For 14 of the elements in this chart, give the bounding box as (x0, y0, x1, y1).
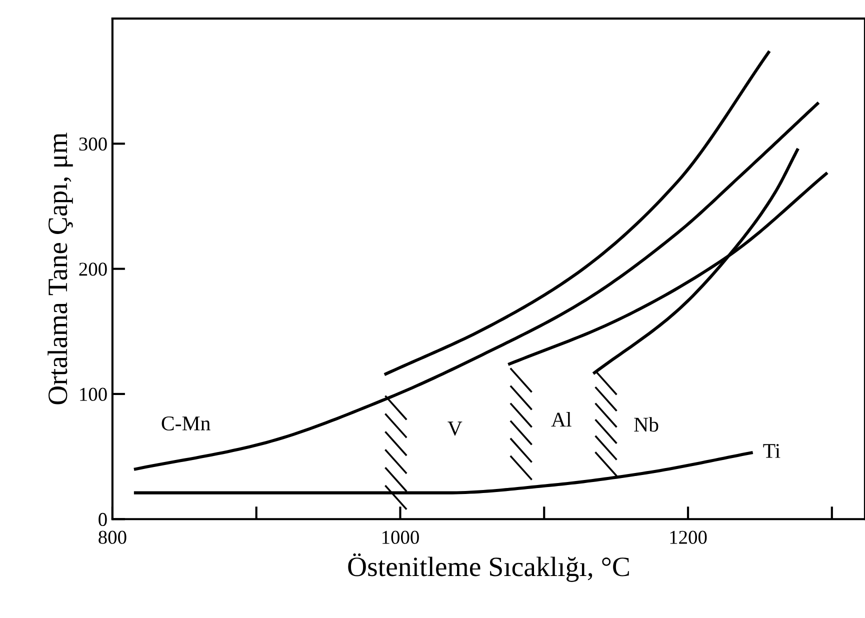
y-tick-label: 0 (98, 512, 107, 526)
annotation: C-Mn (162, 416, 210, 430)
annotation: V (448, 422, 462, 436)
annotation: Nb (634, 417, 658, 432)
y-axis-title: Ortalama Tane Çapı, μm (48, 132, 73, 404)
y-tick-label: 100 (80, 388, 107, 401)
annotation: Al (551, 412, 572, 427)
x-tick-label: 1000 (382, 530, 419, 544)
y-tick-label: 300 (79, 138, 107, 151)
x-tick-label: 1200 (670, 530, 707, 544)
y-tick-label: 200 (79, 262, 107, 276)
x-tick-label: 800 (98, 530, 126, 544)
x-axis-title: Östenitleme Sıcaklığı, °C (348, 553, 629, 582)
annotation: Ti (763, 444, 780, 458)
